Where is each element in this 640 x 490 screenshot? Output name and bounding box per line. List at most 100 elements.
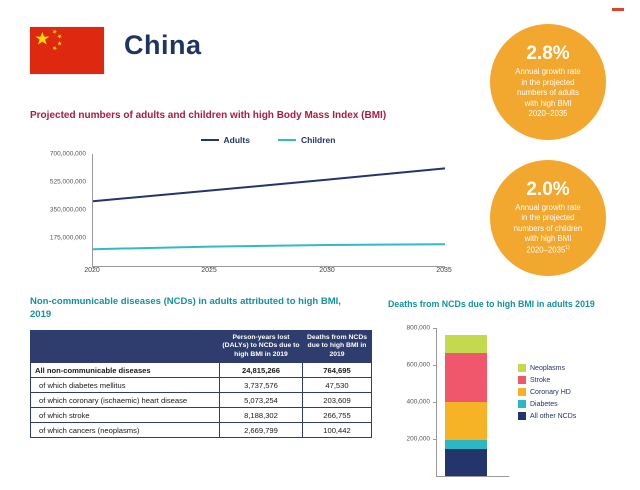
- footnote-mark: 1): [565, 244, 570, 251]
- bar-plot-area: [433, 328, 509, 477]
- legend-item-stroke: Stroke: [518, 376, 576, 384]
- adults-period-text: 2020–2035: [528, 109, 568, 119]
- children-legend-label: Children: [300, 135, 336, 145]
- x-tick-label: 2025: [201, 267, 217, 274]
- adults-line-swatch: [200, 139, 219, 141]
- deaths-bar-chart: 800,000 600,000 400,000 200,000 Neoplasm…: [388, 314, 638, 488]
- adults-legend-label: Adults: [223, 135, 250, 145]
- x-axis-tick: [328, 266, 329, 269]
- ncd-section-heading: Non-communicable diseases (NCDs) in adul…: [30, 296, 341, 320]
- row-dalys: 8,188,302: [219, 407, 303, 424]
- legend-item-diabetes: Diabetes: [518, 400, 576, 408]
- coronary-hd-swatch: [518, 388, 526, 396]
- bmi-line-chart: 700,000,000 525,000,000 350,000,000 175,…: [30, 148, 454, 284]
- children-line-swatch: [277, 139, 296, 141]
- row-dalys: 3,737,576: [219, 377, 303, 394]
- row-deaths: 266,755: [302, 407, 372, 424]
- children-period-text: 2020–2035: [526, 245, 566, 255]
- line-series-children: [92, 243, 446, 251]
- children-growth-period: 2020–20351): [526, 245, 569, 256]
- table-row-stroke: of which stroke 8,188,302 266,755: [30, 407, 372, 424]
- legend-item-adults: Adults: [200, 135, 250, 145]
- y-tick-label: 400,000: [406, 398, 431, 406]
- x-axis-tick: [444, 266, 445, 269]
- y-tick-label: 525,000,000: [49, 178, 86, 186]
- stacked-bar: [445, 334, 487, 476]
- bar-segment-all-other-ncds: [445, 448, 487, 476]
- x-axis-tick: [210, 266, 211, 269]
- legend-label: All other NCDs: [530, 412, 577, 420]
- table-row-diabetes: of which diabetes mellitus 3,737,576 47,…: [30, 377, 372, 394]
- y-axis-tick: [433, 402, 437, 403]
- adults-growth-badge: 2.8% Annual growth rate in the projected…: [490, 24, 606, 140]
- bar-segment-coronary-hd: [445, 402, 487, 441]
- ncd-table-header-row: Person-years lost (DALYs) to NCDs due to…: [30, 329, 372, 364]
- bmi-section-heading: Projected numbers of adults and children…: [30, 110, 387, 121]
- header-cell-dalys: Person-years lost (DALYs) to NCDs due to…: [219, 329, 303, 364]
- legend-item-neoplasms: Neoplasms: [518, 364, 576, 372]
- y-axis-tick: [433, 328, 437, 329]
- y-tick-label: 600,000: [406, 361, 431, 369]
- legend-label: Coronary HD: [530, 388, 571, 396]
- row-dalys: 5,073,254: [219, 392, 303, 409]
- stroke-swatch: [518, 376, 526, 384]
- china-flag: [30, 27, 104, 74]
- row-deaths: 764,695: [302, 362, 372, 379]
- row-label: of which coronary (ischaemic) heart dise…: [30, 392, 220, 409]
- legend-label: Neoplasms: [530, 364, 566, 372]
- x-axis-tick: [93, 266, 94, 269]
- row-deaths: 47,530: [302, 377, 372, 394]
- line-series-adults: [92, 167, 446, 203]
- header-cell-empty: [30, 329, 220, 364]
- legend-item-children: Children: [277, 135, 336, 145]
- children-growth-text: Annual growth rate in the projected numb…: [513, 202, 583, 244]
- row-deaths: 203,609: [302, 392, 372, 409]
- legend-label: Stroke: [530, 376, 551, 384]
- table-row-all-ncds: All non-communicable diseases 24,815,266…: [30, 362, 372, 379]
- header-cell-deaths: Deaths from NCDs due to high BMI in 2019: [302, 329, 372, 364]
- adults-growth-period: 2020–2035: [528, 109, 567, 120]
- legend-item-coronary-hd: Coronary HD: [518, 388, 576, 396]
- row-label: of which diabetes mellitus: [30, 377, 220, 394]
- table-row-coronary: of which coronary (ischaemic) heart dise…: [30, 392, 372, 409]
- corner-accent-mark: [612, 8, 624, 11]
- bar-segment-neoplasms: [445, 334, 487, 354]
- ncd-table: Person-years lost (DALYs) to NCDs due to…: [30, 329, 372, 439]
- diabetes-swatch: [518, 400, 526, 408]
- legend-label: Diabetes: [530, 400, 558, 408]
- all-other-ncds-swatch: [518, 412, 526, 420]
- y-axis-tick: [433, 365, 437, 366]
- y-tick-label: 200,000: [406, 435, 431, 443]
- y-tick-label: 800,000: [406, 324, 431, 332]
- line-chart-legend: Adults Children: [92, 135, 444, 145]
- row-dalys: 2,669,799: [219, 422, 303, 439]
- deaths-section-heading: Deaths from NCDs due to high BMI in adul…: [388, 299, 595, 309]
- neoplasms-swatch: [518, 364, 526, 372]
- adults-growth-text: Annual growth rate in the projected numb…: [515, 67, 581, 108]
- row-label: of which stroke: [30, 407, 220, 424]
- bar-chart-legend: Neoplasms Stroke Coronary HD Diabetes Al…: [518, 364, 576, 420]
- children-growth-value: 2.0%: [526, 178, 570, 200]
- y-tick-label: 350,000,000: [49, 206, 86, 214]
- x-tick-label: 2020: [84, 267, 100, 274]
- y-tick-label: 175,000,000: [49, 234, 86, 242]
- line-plot-svg: [92, 167, 446, 251]
- adults-growth-value: 2.8%: [526, 43, 570, 65]
- children-growth-badge: 2.0% Annual growth rate in the projected…: [490, 160, 606, 276]
- line-plot-area: [92, 154, 446, 269]
- bar-segment-diabetes: [445, 440, 487, 449]
- x-tick-label: 2035: [436, 267, 452, 274]
- table-row-cancers: of which cancers (neoplasms) 2,669,799 1…: [30, 422, 372, 439]
- china-flag-graphic: [30, 27, 104, 74]
- legend-item-all-other-ncds: All other NCDs: [518, 412, 576, 420]
- row-label: All non-communicable diseases: [30, 362, 220, 379]
- bar-segment-stroke: [445, 353, 487, 403]
- row-dalys: 24,815,266: [219, 362, 303, 379]
- x-tick-label: 2030: [319, 267, 335, 274]
- y-tick-label: 700,000,000: [49, 150, 86, 158]
- row-label: of which cancers (neoplasms): [30, 422, 220, 439]
- y-axis-tick: [433, 439, 437, 440]
- row-deaths: 100,442: [302, 422, 372, 439]
- page-title: China: [124, 30, 202, 60]
